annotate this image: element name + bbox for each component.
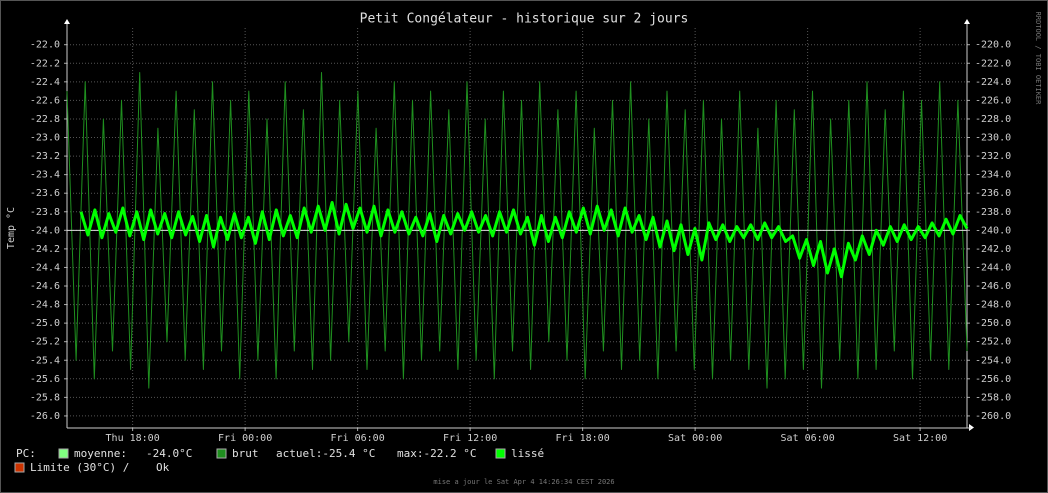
y2-tick-label: -228.0 <box>975 114 1011 125</box>
y2-tick-label: -220.0 <box>975 40 1011 51</box>
credit: RRDTOOL / TOBI OETIKER <box>1034 12 1042 106</box>
y2-tick-label: -226.0 <box>975 95 1011 106</box>
y-tick-label: -22.8 <box>30 114 60 125</box>
legend-status: Ok <box>156 461 170 474</box>
y2-tick-label: -244.0 <box>975 262 1011 273</box>
y-tick-label: -24.4 <box>30 262 60 273</box>
y2-tick-label: -252.0 <box>975 337 1011 348</box>
y-tick-label: -22.4 <box>30 77 60 88</box>
y-tick-label: -23.0 <box>30 133 60 144</box>
y-tick-label: -23.4 <box>30 170 60 181</box>
y2-tick-label: -254.0 <box>975 355 1011 366</box>
y2-tick-label: -248.0 <box>975 300 1011 311</box>
axis-arrow <box>64 19 70 24</box>
y-tick-label: -25.4 <box>30 355 60 366</box>
axis-arrow <box>964 19 970 24</box>
legend-prefix: PC: <box>16 447 36 460</box>
x-tick-label: Fri 12:00 <box>443 433 497 444</box>
y2-tick-label: -240.0 <box>975 225 1011 236</box>
x-tick-label: Fri 00:00 <box>218 433 272 444</box>
y2-tick-label: -234.0 <box>975 170 1011 181</box>
y-tick-label: -24.8 <box>30 300 60 311</box>
legend-swatch <box>58 448 69 459</box>
legend-swatch <box>495 448 506 459</box>
x-tick-label: Sat 06:00 <box>781 433 835 444</box>
y-axis-label: Temp °C <box>6 207 17 249</box>
legend-value: -24.0°C <box>146 447 192 460</box>
y-tick-label: -22.6 <box>30 95 60 106</box>
y2-tick-label: -260.0 <box>975 411 1011 422</box>
y-tick-label: -24.6 <box>30 281 60 292</box>
chart-title: Petit Congélateur - historique sur 2 jou… <box>360 12 689 27</box>
y-tick-label: -23.8 <box>30 207 60 218</box>
smoothed-line <box>79 201 969 279</box>
y-tick-label: -25.2 <box>30 337 60 348</box>
y-tick-label: -26.0 <box>30 411 60 422</box>
y-tick-label: -24.0 <box>30 225 60 236</box>
y-tick-label: -23.2 <box>30 151 60 162</box>
y2-tick-label: -258.0 <box>975 392 1011 403</box>
x-tick-label: Sat 00:00 <box>668 433 722 444</box>
footer: mise a jour le Sat Apr 4 14:26:34 CEST 2… <box>433 478 614 486</box>
legend-label: lissé <box>511 447 544 460</box>
legend-label: Limite (30°C) / <box>30 461 129 474</box>
y-tick-label: -25.8 <box>30 392 60 403</box>
y-tick-label: -23.6 <box>30 188 60 199</box>
y2-tick-label: -238.0 <box>975 207 1011 218</box>
y-tick-label: -24.2 <box>30 244 60 255</box>
y-tick-label: -25.6 <box>30 374 60 385</box>
y2-tick-label: -232.0 <box>975 151 1011 162</box>
y2-tick-label: -230.0 <box>975 133 1011 144</box>
legend-label: brut <box>232 447 259 460</box>
x-tick-label: Thu 18:00 <box>106 433 160 444</box>
x-tick-label: Fri 06:00 <box>331 433 385 444</box>
legend-max: max:-22.2 °C <box>397 447 476 460</box>
legend-swatch <box>216 448 227 459</box>
y2-tick-label: -224.0 <box>975 77 1011 88</box>
y-tick-label: -22.2 <box>30 58 60 69</box>
y2-tick-label: -236.0 <box>975 188 1011 199</box>
y-tick-label: -22.0 <box>30 40 60 51</box>
y2-tick-label: -242.0 <box>975 244 1011 255</box>
legend-label: moyenne: <box>74 447 127 460</box>
legend-swatch <box>14 462 25 473</box>
x-tick-label: Fri 18:00 <box>556 433 610 444</box>
y2-tick-label: -256.0 <box>975 374 1011 385</box>
y-tick-label: -25.0 <box>30 318 60 329</box>
y2-tick-label: -222.0 <box>975 58 1011 69</box>
axis-arrow <box>969 424 974 431</box>
y2-tick-label: -250.0 <box>975 318 1011 329</box>
legend-current: actuel:-25.4 °C <box>276 447 375 460</box>
y2-tick-label: -246.0 <box>975 281 1011 292</box>
x-tick-label: Sat 12:00 <box>893 433 947 444</box>
